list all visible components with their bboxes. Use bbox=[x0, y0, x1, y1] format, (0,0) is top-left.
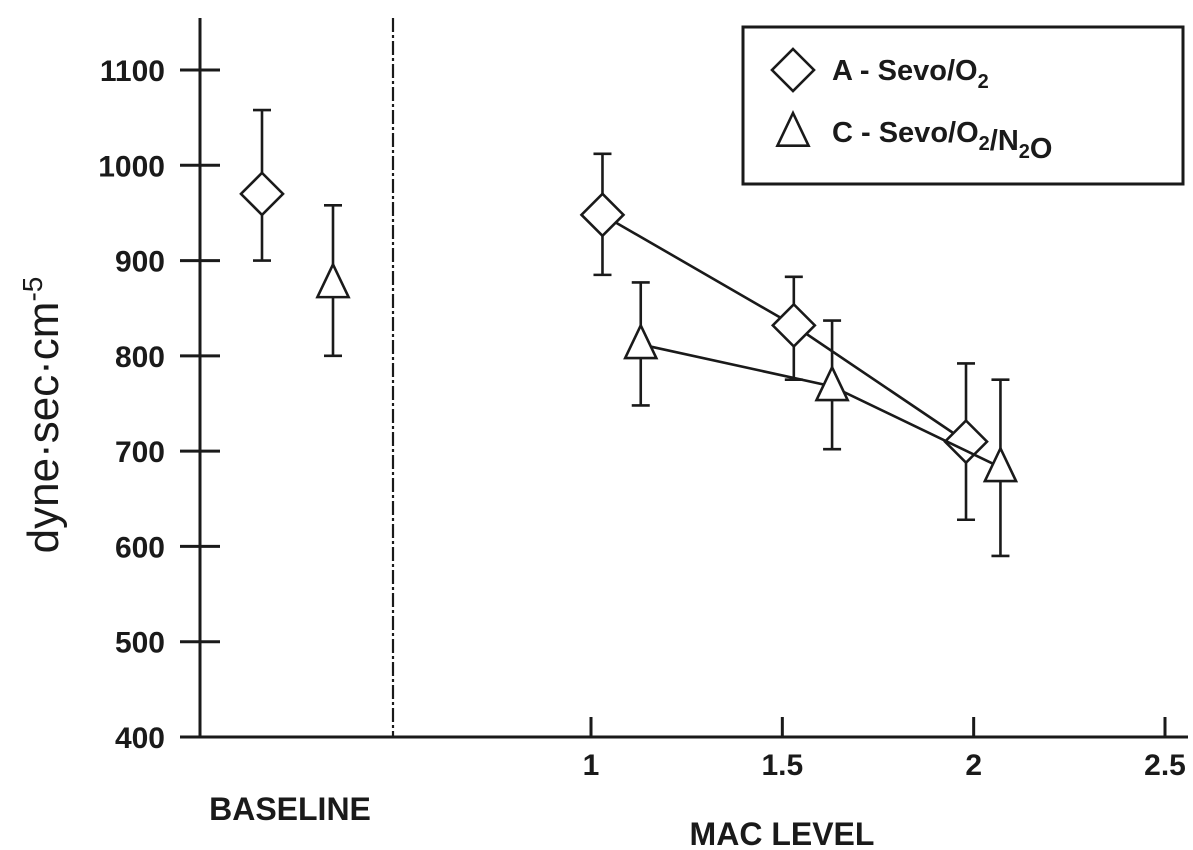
legend-subscript: 2 bbox=[979, 133, 990, 155]
y-tick-label: 600 bbox=[115, 531, 165, 564]
legend-entry-label: A - Sevo/O2 bbox=[832, 55, 989, 93]
legend-marker bbox=[775, 109, 811, 147]
data-point bbox=[623, 322, 659, 360]
legend-text-part: /N bbox=[990, 125, 1019, 157]
y-tick-label: 500 bbox=[115, 627, 165, 660]
series-layer bbox=[239, 108, 1019, 558]
data-point bbox=[943, 418, 989, 465]
series-line bbox=[640, 343, 1002, 469]
data-point bbox=[770, 302, 817, 349]
legend-subscript: 2 bbox=[1019, 141, 1030, 163]
x-axis-ticks: 1 1.5 2 2.5 bbox=[583, 717, 1186, 782]
legend-entry-label: C - Sevo/O2/N2O bbox=[832, 117, 1052, 165]
x-axis-label: MAC LEVEL bbox=[690, 816, 875, 850]
legend-marker bbox=[770, 47, 816, 93]
baseline-point bbox=[315, 261, 351, 299]
series-a bbox=[239, 108, 989, 522]
y-axis-label-text: dyne·sec·cm bbox=[19, 302, 68, 554]
data-point bbox=[814, 364, 850, 402]
y-axis-label: dyne·sec·cm-5 bbox=[17, 277, 68, 554]
series-c bbox=[315, 204, 1019, 558]
legend-text-part: C - Sevo/O bbox=[832, 117, 979, 149]
y-axis-ticks: 400 500 600 700 800 900 1000 1100 bbox=[98, 55, 220, 755]
y-tick-label: 1100 bbox=[100, 55, 165, 88]
legend-text-part: A - Sevo/O bbox=[832, 55, 978, 87]
legend-box bbox=[741, 25, 1185, 186]
legend-subscript: 2 bbox=[978, 71, 989, 93]
baseline-label: BASELINE bbox=[209, 791, 371, 827]
x-tick-label: 1 bbox=[583, 749, 600, 782]
legend-text-part: O bbox=[1030, 133, 1053, 165]
x-tick-label: 2.5 bbox=[1144, 749, 1186, 782]
data-point bbox=[982, 445, 1019, 483]
data-point bbox=[579, 191, 626, 238]
baseline-point bbox=[239, 171, 285, 217]
y-tick-label: 800 bbox=[115, 341, 165, 374]
axes bbox=[180, 18, 1188, 739]
y-tick-label: 400 bbox=[115, 722, 165, 755]
y-tick-label: 900 bbox=[115, 246, 165, 279]
y-axis-label-superscript: -5 bbox=[17, 277, 48, 302]
y-tick-label: 700 bbox=[115, 436, 165, 469]
y-tick-label: 1000 bbox=[98, 150, 165, 183]
legend: A - Sevo/O2C - Sevo/O2/N2O bbox=[741, 25, 1185, 186]
x-tick-label: 1.5 bbox=[761, 749, 803, 782]
x-tick-label: 2 bbox=[965, 749, 982, 782]
